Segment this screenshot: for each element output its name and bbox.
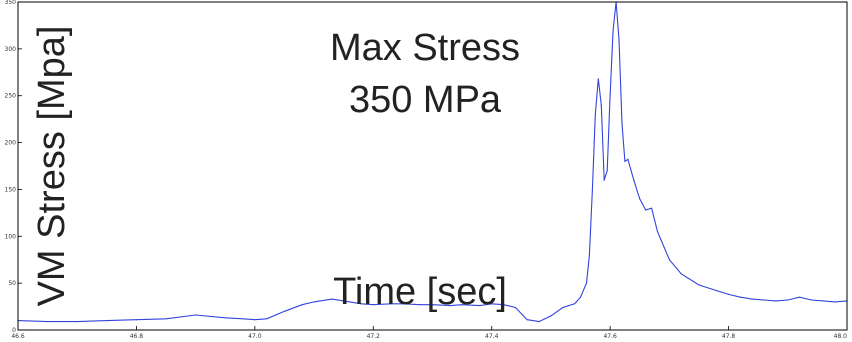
data-point [343,300,345,302]
data-point [491,303,493,305]
x-tick-label: 47.0 [248,333,262,340]
data-point [420,304,422,306]
data-point [591,188,594,190]
plot-background [18,2,847,330]
data-point [585,282,588,284]
y-tick-label: 150 [5,186,17,193]
data-point [76,321,78,323]
data-point [834,301,836,303]
data-point [390,303,392,305]
y-tick-label: 250 [5,93,17,100]
data-point [224,317,226,319]
data-point [739,296,742,298]
data-point [728,293,730,295]
data-point [624,160,626,162]
data-point [47,321,49,323]
data-point [612,29,614,31]
data-point [402,303,404,305]
data-point [799,296,801,298]
data-point [283,310,286,312]
x-tick-label: 47.8 [722,333,736,340]
data-point [254,319,256,321]
x-tick-label: 47.6 [603,333,617,340]
series-points [17,1,848,323]
plot-frame [17,1,848,331]
data-point [775,300,777,302]
x-tick-label: 47.2 [367,333,381,340]
y-tick-label: 200 [5,140,17,147]
data-point [603,179,605,181]
data-point [609,95,611,97]
data-point [627,158,629,160]
data-point [606,170,608,172]
data-point [668,259,671,261]
data-point [514,306,517,309]
x-axis-title: Time [sec] [333,271,507,313]
y-tick-label: 350 [5,0,17,6]
data-point [618,38,620,41]
data-point [562,306,564,309]
data-point [698,284,700,286]
data-point [431,304,434,306]
data-point [597,78,599,80]
data-point [763,299,765,301]
data-point [579,296,582,298]
x-tick-label: 46.8 [130,333,144,340]
data-point [372,304,374,306]
data-point [594,113,596,116]
data-point [195,314,197,316]
x-tick-label: 48.0 [834,333,848,340]
max-stress-label: Max Stress [330,27,520,69]
data-point [822,300,824,302]
data-point [550,315,552,317]
data-point [461,304,463,306]
data-point [810,299,813,301]
data-point [479,305,481,307]
data-point [538,321,540,323]
data-point [588,254,591,256]
data-point [639,198,641,200]
data-point [242,318,244,320]
data-point [331,298,333,300]
data-point [503,304,505,306]
y-tick-label: 50 [8,280,16,287]
x-tick-label: 47.4 [485,333,499,340]
data-point [716,290,718,292]
data-point [751,298,753,300]
data-point [600,104,602,106]
data-point [633,179,635,181]
data-point [266,318,268,320]
data-point [787,299,789,301]
data-point [301,304,303,306]
data-point [574,303,576,305]
data-point [360,303,362,305]
y-axis-title: VM Stress [Mpa] [31,26,73,307]
y-tick-label: 300 [5,46,17,53]
x-tick-label: 46.6 [11,333,25,340]
data-point [621,123,623,125]
data-point [449,305,451,307]
data-point [680,273,682,275]
data-point [165,318,167,320]
data-point [651,207,653,209]
data-point [135,319,137,321]
data-point [645,209,647,211]
y-tick-label: 0 [12,327,16,334]
data-point [656,231,659,233]
y-tick-label: 100 [5,233,17,240]
data-point [313,301,315,303]
data-point [106,320,108,322]
data-point [526,319,528,321]
max-stress-value: 350 MPa [349,79,502,121]
